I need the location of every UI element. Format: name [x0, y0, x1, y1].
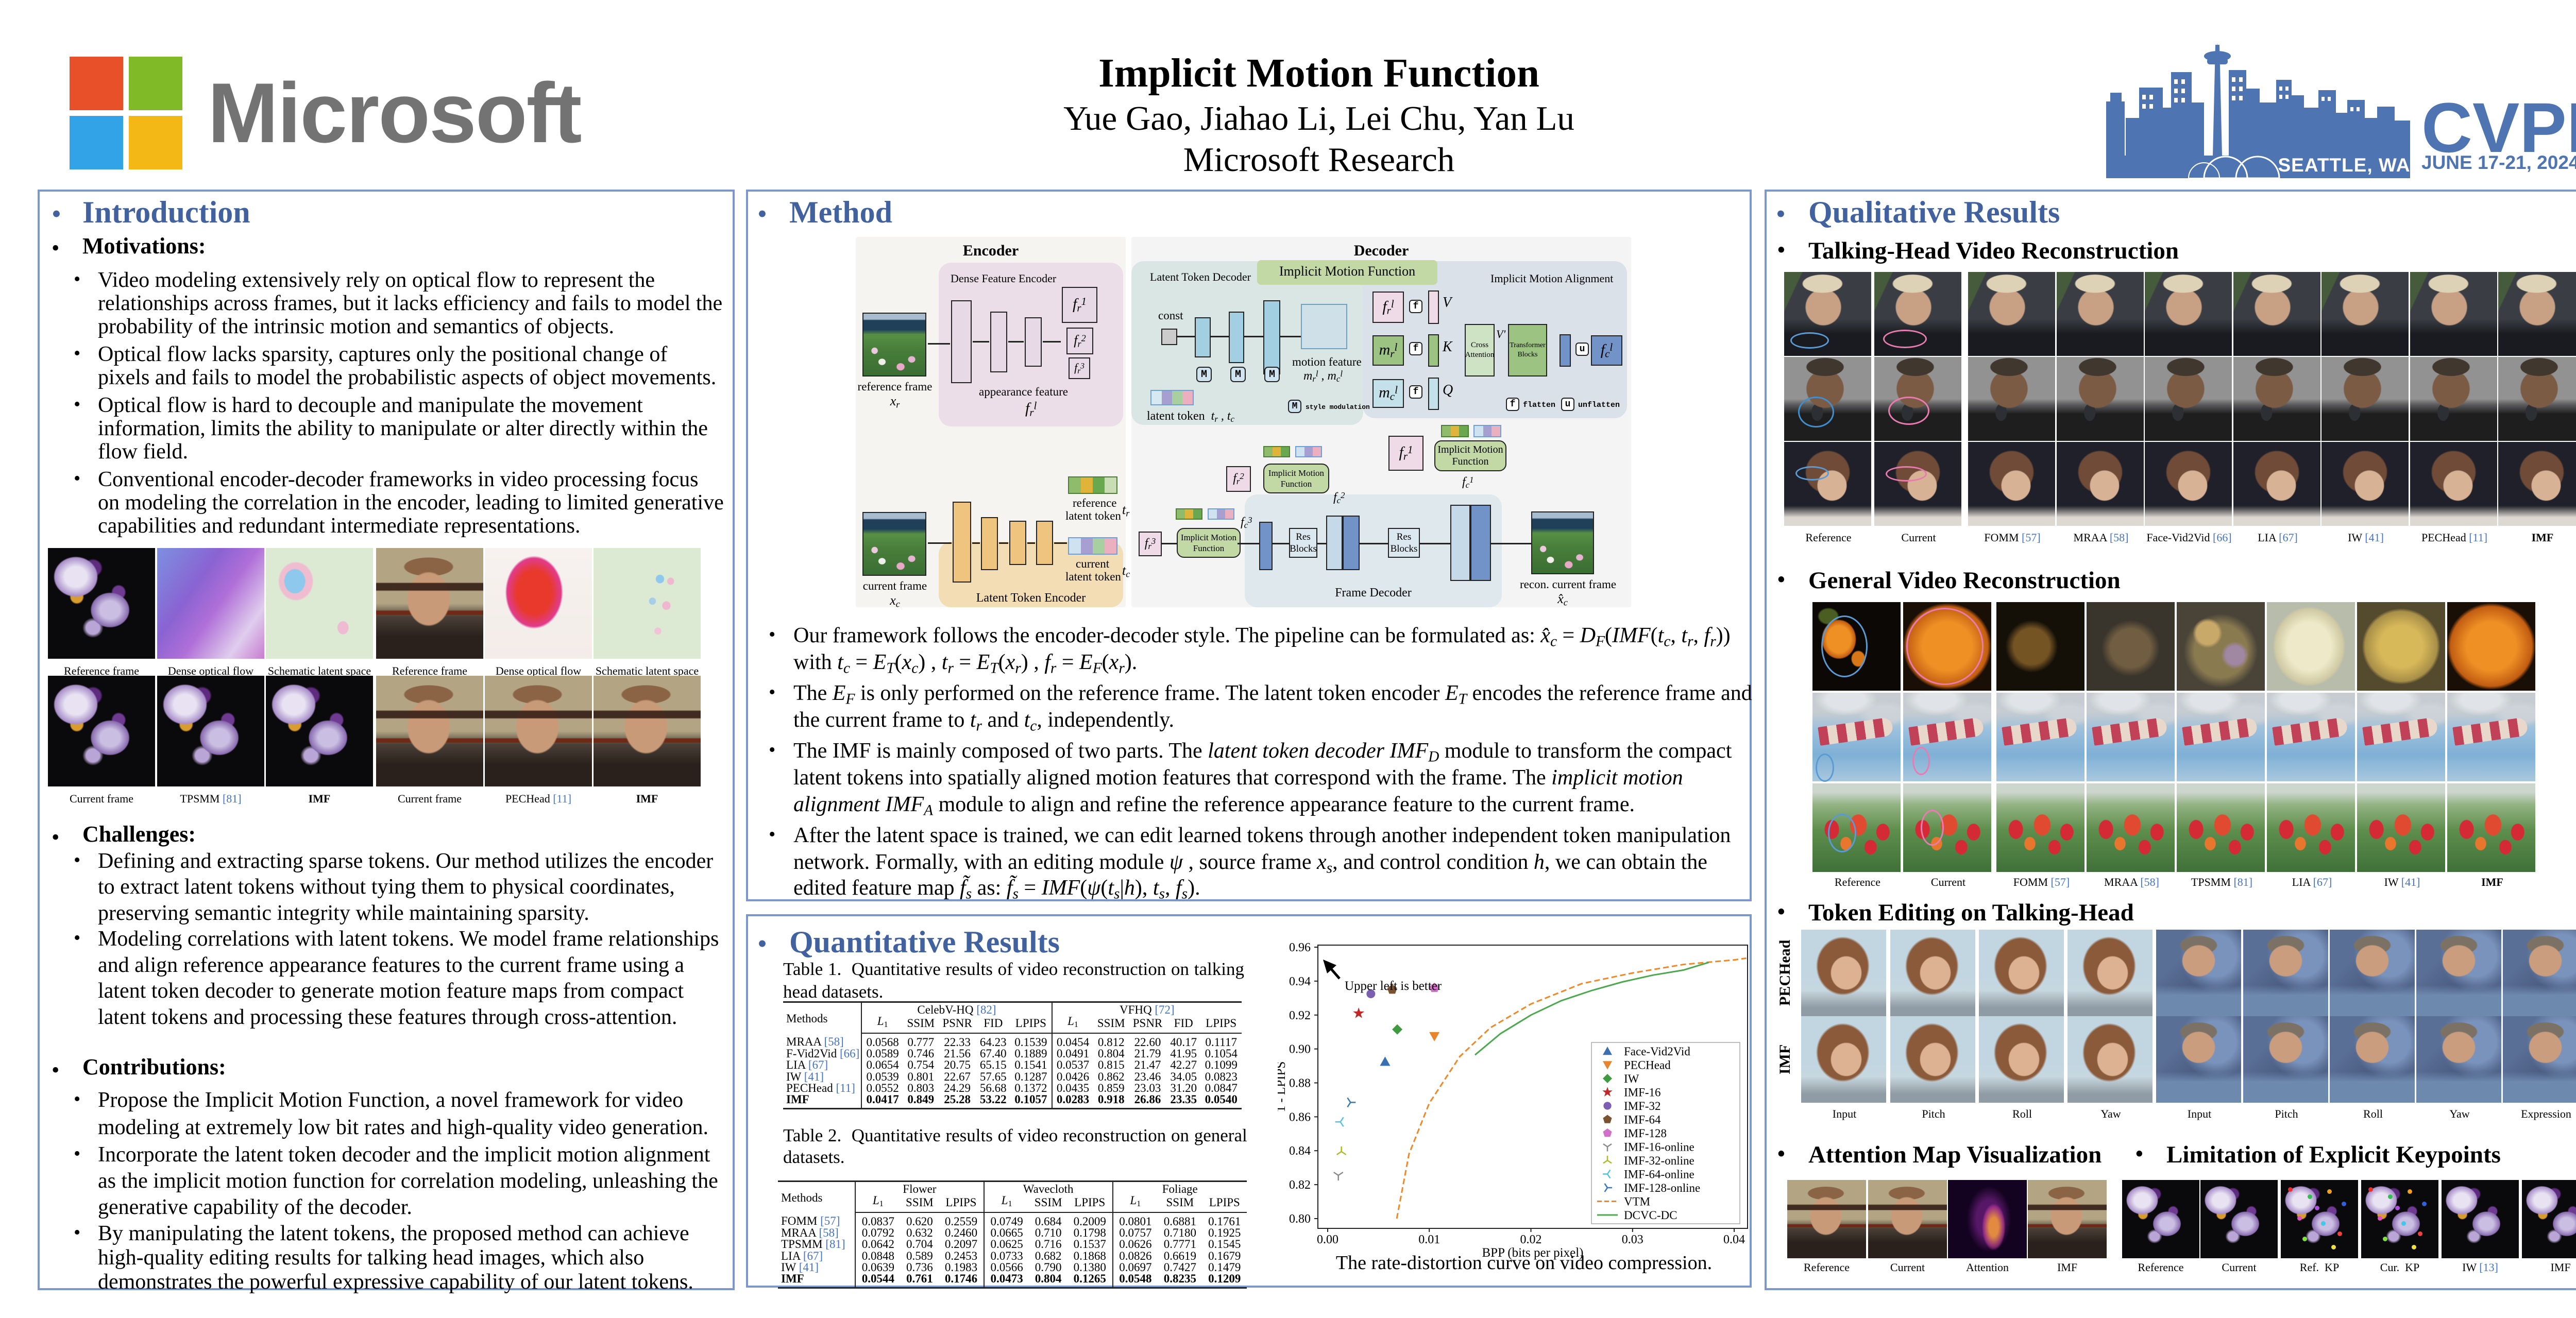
- svg-text:0.04: 0.04: [1723, 1233, 1745, 1246]
- svg-text:BPP (bits per pixel): BPP (bits per pixel): [1482, 1246, 1584, 1260]
- svg-text:0.96: 0.96: [1289, 941, 1311, 954]
- svg-text:Face-Vid2Vid: Face-Vid2Vid: [1624, 1045, 1690, 1058]
- svg-text:SEATTLE, WA: SEATTLE, WA: [2278, 155, 2411, 176]
- svg-text:VTM: VTM: [1624, 1195, 1650, 1208]
- svg-text:0.02: 0.02: [1520, 1233, 1542, 1246]
- svg-text:IMF-128-online: IMF-128-online: [1624, 1182, 1700, 1194]
- svg-text:IMF-16-online: IMF-16-online: [1624, 1141, 1694, 1154]
- svg-text:IMF-32: IMF-32: [1624, 1100, 1661, 1112]
- svg-text:1 - LPIPS: 1 - LPIPS: [1278, 1062, 1288, 1112]
- svg-text:0.90: 0.90: [1289, 1043, 1311, 1056]
- svg-text:IMF-128: IMF-128: [1624, 1127, 1667, 1140]
- svg-text:0.82: 0.82: [1289, 1178, 1311, 1192]
- svg-text:IMF-16: IMF-16: [1624, 1086, 1661, 1099]
- svg-text:0.01: 0.01: [1418, 1233, 1440, 1246]
- svg-text:0.94: 0.94: [1289, 975, 1311, 988]
- svg-text:0.86: 0.86: [1289, 1110, 1311, 1124]
- svg-text:IW: IW: [1624, 1072, 1639, 1085]
- svg-text:Upper left is better: Upper left is better: [1345, 979, 1442, 993]
- svg-text:IMF-64: IMF-64: [1624, 1114, 1661, 1126]
- svg-text:IMF-32-online: IMF-32-online: [1624, 1154, 1694, 1167]
- svg-text:DCVC-DC: DCVC-DC: [1624, 1209, 1677, 1222]
- svg-text:0.84: 0.84: [1289, 1144, 1311, 1158]
- svg-text:0.92: 0.92: [1289, 1009, 1311, 1022]
- svg-text:0.80: 0.80: [1289, 1212, 1311, 1226]
- svg-text:PECHead: PECHead: [1624, 1059, 1671, 1072]
- svg-text:IMF-64-online: IMF-64-online: [1624, 1168, 1694, 1181]
- svg-text:0.88: 0.88: [1289, 1077, 1311, 1090]
- svg-text:0.00: 0.00: [1317, 1233, 1338, 1246]
- svg-text:0.03: 0.03: [1622, 1233, 1643, 1246]
